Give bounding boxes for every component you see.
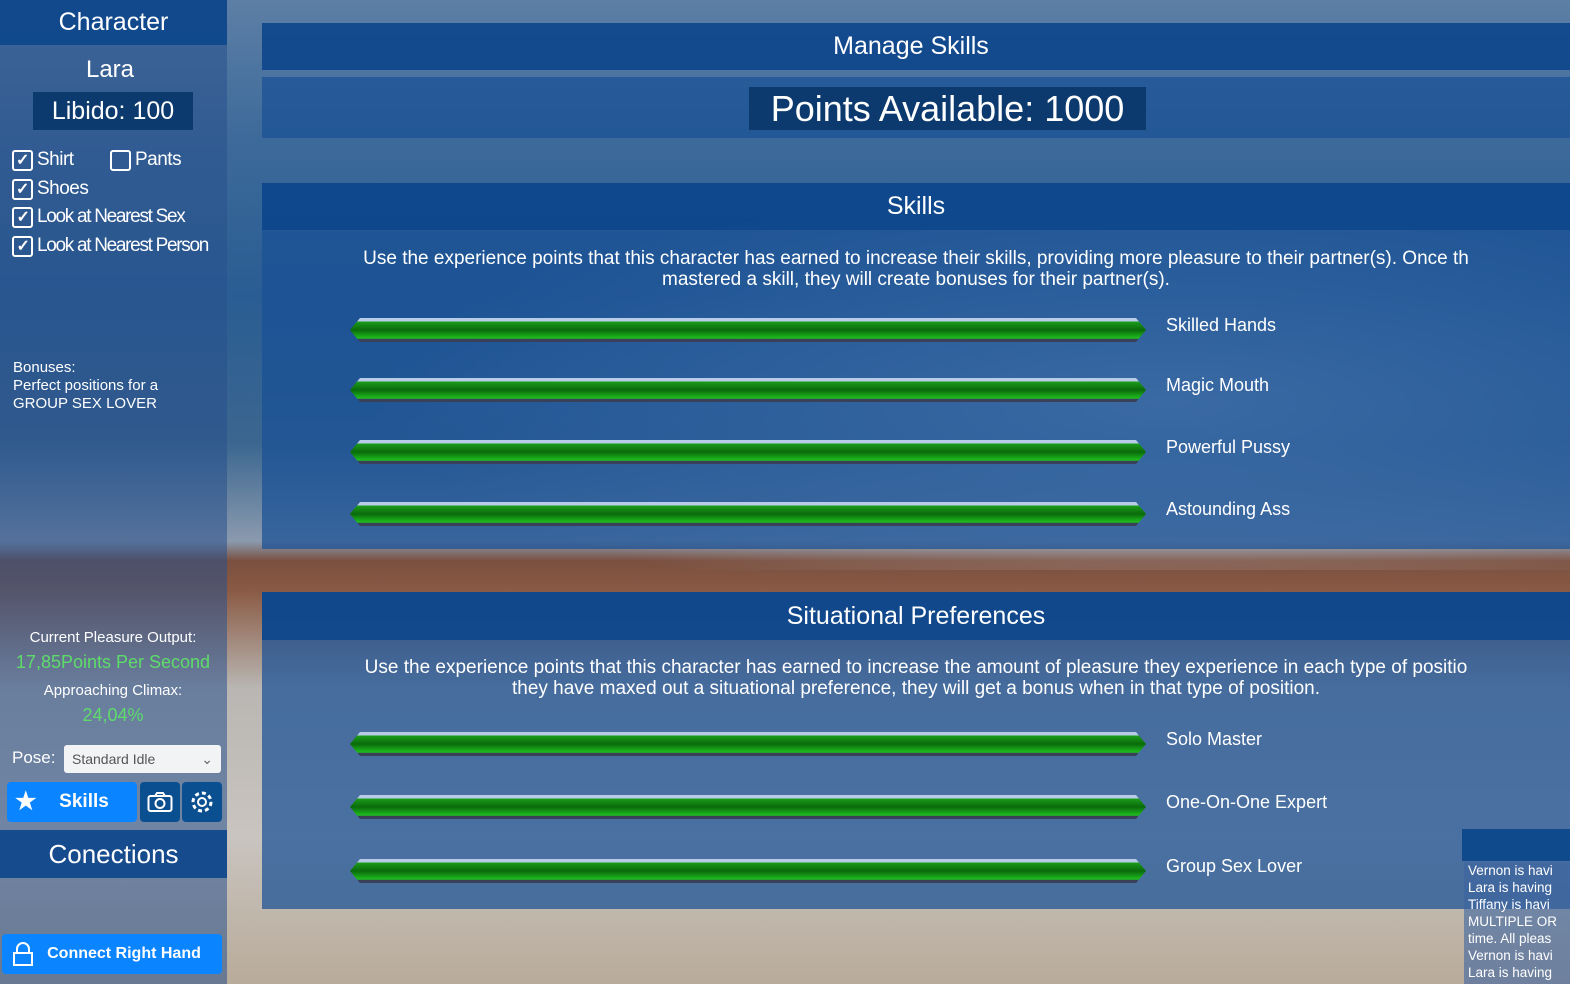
bonuses-text: Bonuses: Perfect positions for a GROUP S…: [13, 359, 158, 413]
manage-skills-title: Manage Skills: [262, 23, 1570, 70]
skills-description: Use the experience points that this char…: [262, 248, 1570, 290]
character-name: Lara: [85, 56, 135, 83]
character-title: Character: [0, 0, 227, 45]
pleasure-value: 17,85Points Per Second: [15, 652, 211, 672]
checkbox-look-nearest-person[interactable]: ✓ Look at Nearest Person: [12, 235, 209, 257]
log-line: MULTIPLE OR: [1468, 914, 1558, 929]
checkbox-checked-icon: ✓: [12, 235, 33, 257]
skills-button-label: Skills: [59, 791, 109, 812]
points-available: Points Available: 1000: [749, 87, 1146, 130]
chevron-down-icon: ⌄: [201, 751, 213, 767]
checkbox-pants[interactable]: Pants: [110, 149, 182, 171]
settings-button[interactable]: [182, 782, 222, 822]
connections-title: Conections: [0, 830, 227, 878]
character-panel: Character Lara Libido: 100 ✓ Shirt Pants …: [0, 0, 227, 984]
checkbox-unchecked-icon: [110, 149, 131, 171]
libido-display: Libido: 100: [33, 92, 193, 130]
manage-skills-title-text: Manage Skills: [833, 32, 989, 60]
log-line: time. All pleas: [1468, 931, 1552, 946]
log-line: Lara is having: [1468, 880, 1553, 895]
checkbox-checked-icon: ✓: [12, 178, 33, 200]
gear-icon: [191, 791, 213, 813]
checkbox-look-nearest-sex[interactable]: ✓ Look at Nearest Sex: [12, 206, 186, 228]
skill-label: Group Sex Lover: [1166, 856, 1303, 876]
connect-button-label: Connect Right Hand: [47, 945, 201, 962]
skill-bar[interactable]: [350, 440, 1146, 464]
skill-bar[interactable]: [350, 502, 1146, 526]
checkbox-label: Pants: [135, 149, 182, 170]
pleasure-label: Current Pleasure Output:: [29, 629, 197, 646]
checkbox-label: Look at Nearest Person: [37, 235, 209, 256]
skill-label: One-On-One Expert: [1166, 792, 1328, 812]
pose-label: Pose:: [12, 748, 56, 767]
log-line: Vernon is havi: [1468, 948, 1553, 963]
log-line: Vernon is havi: [1468, 863, 1553, 878]
skill-label: Magic Mouth: [1166, 375, 1270, 395]
skills-title-text: Skills: [886, 192, 946, 220]
situational-title-text: Situational Preferences: [786, 602, 1046, 630]
camera-button[interactable]: [140, 782, 180, 822]
skill-label: Astounding Ass: [1166, 499, 1291, 519]
checkbox-label: Shoes: [37, 178, 89, 199]
skill-bar[interactable]: [350, 732, 1146, 756]
desc-line: mastered a skill, they will create bonus…: [662, 269, 1170, 290]
skill-bar[interactable]: [350, 318, 1146, 342]
skill-bar[interactable]: [350, 795, 1146, 819]
log-line: Tiffany is havi: [1468, 897, 1550, 912]
situational-description: Use the experience points that this char…: [262, 657, 1570, 699]
climax-value: 24,04%: [82, 705, 144, 725]
event-log[interactable]: Vernon is havi Lara is having Tiffany is h…: [1464, 862, 1570, 984]
bonuses-line: GROUP SEX LOVER: [13, 395, 157, 412]
checkbox-checked-icon: ✓: [12, 206, 33, 228]
checkbox-checked-icon: ✓: [12, 149, 33, 171]
desc-line: they have maxed out a situational prefer…: [511, 678, 1320, 699]
skill-bar[interactable]: [350, 378, 1146, 402]
checkbox-shirt[interactable]: ✓ Shirt: [12, 149, 74, 171]
star-icon: ★: [15, 788, 37, 815]
log-header: [1462, 829, 1570, 861]
skill-bar[interactable]: [350, 859, 1146, 883]
skill-label: Skilled Hands: [1166, 315, 1277, 335]
pose-dropdown[interactable]: Standard Idle ⌄: [64, 745, 221, 773]
checkbox-label: Look at Nearest Sex: [37, 206, 186, 227]
lock-icon: [13, 942, 33, 966]
situational-title: Situational Preferences: [262, 592, 1570, 640]
checkbox-label: Shirt: [37, 149, 74, 170]
bonuses-title: Bonuses:: [13, 359, 76, 376]
connect-right-hand-button[interactable]: Connect Right Hand: [2, 934, 222, 974]
skills-title: Skills: [262, 183, 1570, 230]
pose-value: Standard Idle: [72, 751, 156, 767]
climax-label: Approaching Climax:: [43, 682, 183, 699]
camera-icon: [147, 792, 173, 812]
skill-label: Powerful Pussy: [1166, 437, 1291, 457]
skill-label: Solo Master: [1166, 729, 1263, 749]
desc-line: Use the experience points that this char…: [364, 657, 1468, 678]
log-line: Lara is having: [1468, 965, 1553, 980]
desc-line: Use the experience points that this char…: [363, 248, 1469, 269]
checkbox-shoes[interactable]: ✓ Shoes: [12, 178, 89, 200]
skills-button[interactable]: ★ Skills: [7, 782, 137, 822]
bonuses-line: Perfect positions for a: [13, 377, 159, 394]
skills-panel: [262, 183, 1570, 549]
